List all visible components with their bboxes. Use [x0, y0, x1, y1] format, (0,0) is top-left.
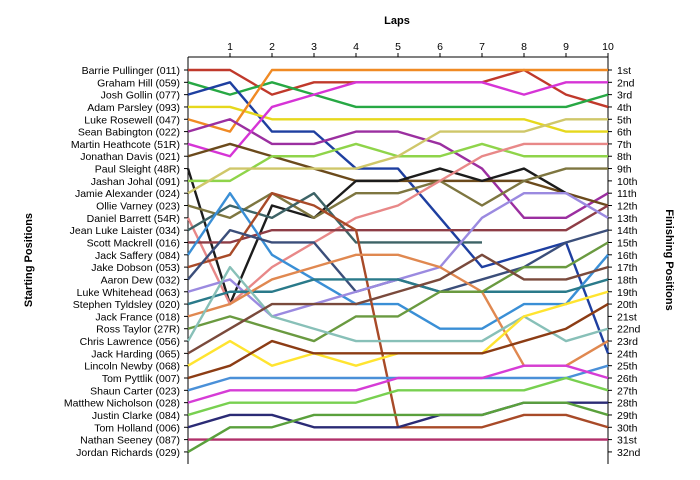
finish-position-label: 15th: [617, 237, 638, 249]
finish-position-label: 9th: [617, 164, 632, 176]
lap-tick-label: 10: [602, 41, 614, 53]
finish-position-label: 16th: [617, 250, 638, 262]
start-position-label: Tom Holland (006): [94, 422, 180, 434]
series-lines-group: [186, 68, 610, 453]
lap-tick-label: 8: [521, 41, 527, 53]
finish-position-label: 31st: [617, 435, 637, 447]
finish-position-label: 11th: [617, 188, 637, 200]
lap-tick-label: 3: [311, 41, 317, 53]
start-position-label: Graham Hill (059): [97, 77, 180, 89]
finish-position-label: 2nd: [617, 77, 635, 89]
finish-position-label: 5th: [617, 114, 632, 126]
start-position-label: Paul Sleight (48R): [95, 164, 180, 176]
finish-position-label: 10th: [617, 176, 638, 188]
start-position-label: Aaron Dew (032): [101, 274, 180, 286]
start-position-label: Jack Saffery (084): [95, 250, 180, 262]
finish-position-label: 30th: [617, 422, 638, 434]
start-position-label: Luke Rosewell (047): [84, 114, 180, 126]
start-position-label: Nathan Seeney (087): [80, 435, 180, 447]
driver-position-line: [188, 105, 608, 133]
start-position-label: Jake Dobson (053): [91, 262, 180, 274]
finish-position-label: 8th: [617, 151, 632, 163]
labels-group: 1 2 3 4 5 6 7 8 9 10 Barrie Pullinger (011)Graham …: [64, 41, 641, 459]
finish-position-label: 22nd: [617, 324, 641, 336]
lap-tick-label: 1: [227, 41, 233, 53]
driver-position-line: [187, 81, 609, 109]
finish-position-label: 7th: [617, 139, 632, 151]
start-position-label: Jamie Alexander (024): [75, 188, 180, 200]
driver-position-line: [187, 167, 608, 220]
driver-position-line: [187, 118, 608, 195]
finish-position-label: 32nd: [617, 447, 641, 459]
start-position-label: Sean Babington (022): [78, 127, 180, 139]
finish-position-label: 25th: [617, 361, 638, 373]
finish-position-label: 12th: [617, 201, 638, 213]
finish-position-label: 19th: [617, 287, 638, 299]
driver-position-line: [187, 81, 608, 158]
finish-position-label: 23rd: [617, 336, 638, 348]
finish-position-label: 28th: [617, 398, 638, 410]
lap-tick-label: 4: [353, 41, 359, 53]
start-position-label: Ollie Varney (023): [96, 201, 180, 213]
driver-position-line: [187, 253, 609, 355]
finish-position-label: 4th: [617, 102, 632, 114]
start-position-label: Jordan Richards (029): [76, 447, 180, 459]
finish-position-label: 17th: [617, 262, 638, 274]
driver-position-line: [187, 191, 609, 330]
start-position-label: Adam Parsley (093): [87, 102, 180, 114]
start-position-label: Luke Whitehead (063): [77, 287, 180, 299]
driver-position-line: [187, 376, 609, 417]
finish-position-label: 29th: [617, 410, 638, 422]
driver-position-line: [187, 68, 608, 133]
start-position-label: Tom Pyttlik (007): [102, 373, 180, 385]
lap-tick-label: 7: [479, 41, 485, 53]
finish-position-label: 27th: [617, 385, 638, 397]
start-position-label: Scott Mackrell (016): [87, 237, 180, 249]
driver-position-line: [187, 118, 609, 220]
lap-tick-label: 5: [395, 41, 401, 53]
lap-tick-label: 6: [437, 41, 443, 53]
axes-group: [184, 53, 612, 464]
lap-tick-label: 2: [269, 41, 275, 53]
start-position-label: Barrie Pullinger (011): [82, 65, 180, 77]
start-position-label: Jonathan Davis (021): [80, 151, 180, 163]
finish-position-label: 13th: [617, 213, 638, 225]
driver-position-line: [187, 278, 609, 306]
driver-position-line: [186, 265, 609, 343]
start-position-label: Martin Heathcote (51R): [71, 139, 180, 151]
finish-position-label: 1st: [617, 65, 631, 77]
y-axis-label-right: Finishing Positions: [663, 209, 675, 310]
finish-position-label: 20th: [617, 299, 638, 311]
lap-tick-label: 9: [563, 41, 569, 53]
driver-position-line: [187, 364, 609, 404]
driver-position-line: [186, 142, 608, 306]
y-axis-label-left: Starting Positions: [23, 213, 35, 307]
start-position-label: Ross Taylor (27R): [96, 324, 180, 336]
driver-position-line: [186, 167, 567, 306]
start-position-label: Stephen Tyldsley (020): [73, 299, 180, 311]
finish-position-label: 14th: [617, 225, 638, 237]
finish-position-label: 26th: [617, 373, 638, 385]
start-position-label: Lincoln Newby (068): [84, 361, 180, 373]
start-position-label: Daniel Barrett (54R): [87, 213, 180, 225]
driver-position-line: [187, 303, 609, 380]
start-position-label: Jack France (018): [95, 311, 180, 323]
start-position-label: Shaun Carter (023): [90, 385, 180, 397]
finish-position-label: 24th: [617, 348, 638, 360]
start-position-label: Jean Luke Laister (034): [70, 225, 180, 237]
start-position-label: Jack Harding (065): [91, 348, 180, 360]
start-position-label: Chris Lawrence (056): [80, 336, 180, 348]
start-position-label: Matthew Nicholson (028): [64, 398, 180, 410]
start-position-label: Jashan Johal (091): [91, 176, 180, 188]
finish-position-label: 18th: [617, 274, 638, 286]
start-position-label: Justin Clarke (084): [92, 410, 180, 422]
start-position-label: Josh Gollin (077): [101, 90, 180, 102]
driver-position-line: [187, 241, 609, 343]
finish-position-label: 3rd: [617, 90, 632, 102]
driver-position-line: [187, 401, 609, 453]
chart-title: Laps: [384, 15, 410, 27]
finish-position-label: 6th: [617, 127, 632, 139]
finish-position-label: 21st: [617, 311, 637, 323]
